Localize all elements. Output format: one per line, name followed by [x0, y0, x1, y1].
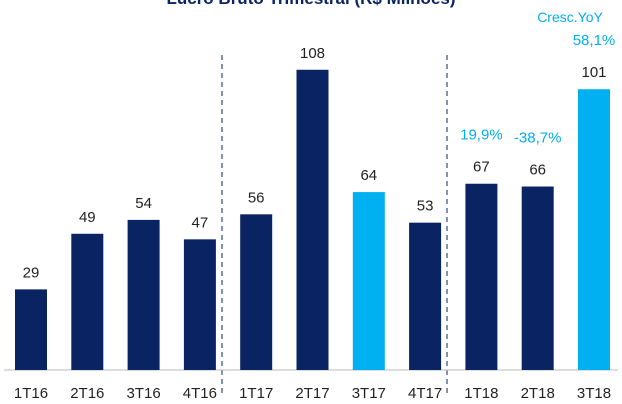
bar: [183, 239, 216, 370]
value-label: 53: [417, 198, 434, 215]
value-label: 47: [192, 214, 209, 231]
x-tick-label: 1T18: [464, 385, 498, 402]
x-tick-label: 4T16: [183, 385, 217, 402]
bar: [15, 289, 47, 370]
value-label: 49: [79, 209, 96, 226]
growth-label: 58,1%: [573, 32, 616, 49]
bar: [296, 69, 329, 370]
x-tick-label: 1T17: [239, 385, 273, 402]
value-label: 54: [135, 195, 152, 212]
value-label: 101: [581, 64, 606, 81]
value-label: 64: [360, 167, 377, 184]
value-label: 29: [23, 264, 40, 281]
x-tick-label: 2T16: [70, 385, 104, 402]
x-tick-label: 1T16: [14, 385, 48, 402]
growth-label: 19,9%: [460, 127, 503, 144]
chart-title: Lucro Bruto Trimestral (R$ Milhões): [166, 0, 455, 8]
x-tick-label: 2T18: [521, 385, 555, 402]
value-label: 108: [300, 45, 325, 62]
x-tick-label: 2T17: [295, 385, 329, 402]
value-label: 56: [248, 189, 265, 206]
bar: [409, 222, 442, 370]
bar: [240, 214, 273, 370]
growth-label: -38,7%: [514, 130, 562, 147]
x-tick-label: 3T17: [352, 385, 386, 402]
bar: [578, 89, 610, 370]
x-tick-label: 3T18: [577, 385, 611, 402]
bar: [127, 219, 160, 370]
value-label: 67: [473, 159, 490, 176]
bar: [521, 186, 554, 370]
bar: [352, 192, 385, 370]
x-tick-label: 3T16: [126, 385, 160, 402]
value-label: 66: [529, 162, 546, 179]
x-tick-label: 4T17: [408, 385, 442, 402]
bar: [465, 183, 498, 370]
bar: [71, 233, 104, 370]
annotation-title: Cresc.YoY: [537, 9, 603, 25]
